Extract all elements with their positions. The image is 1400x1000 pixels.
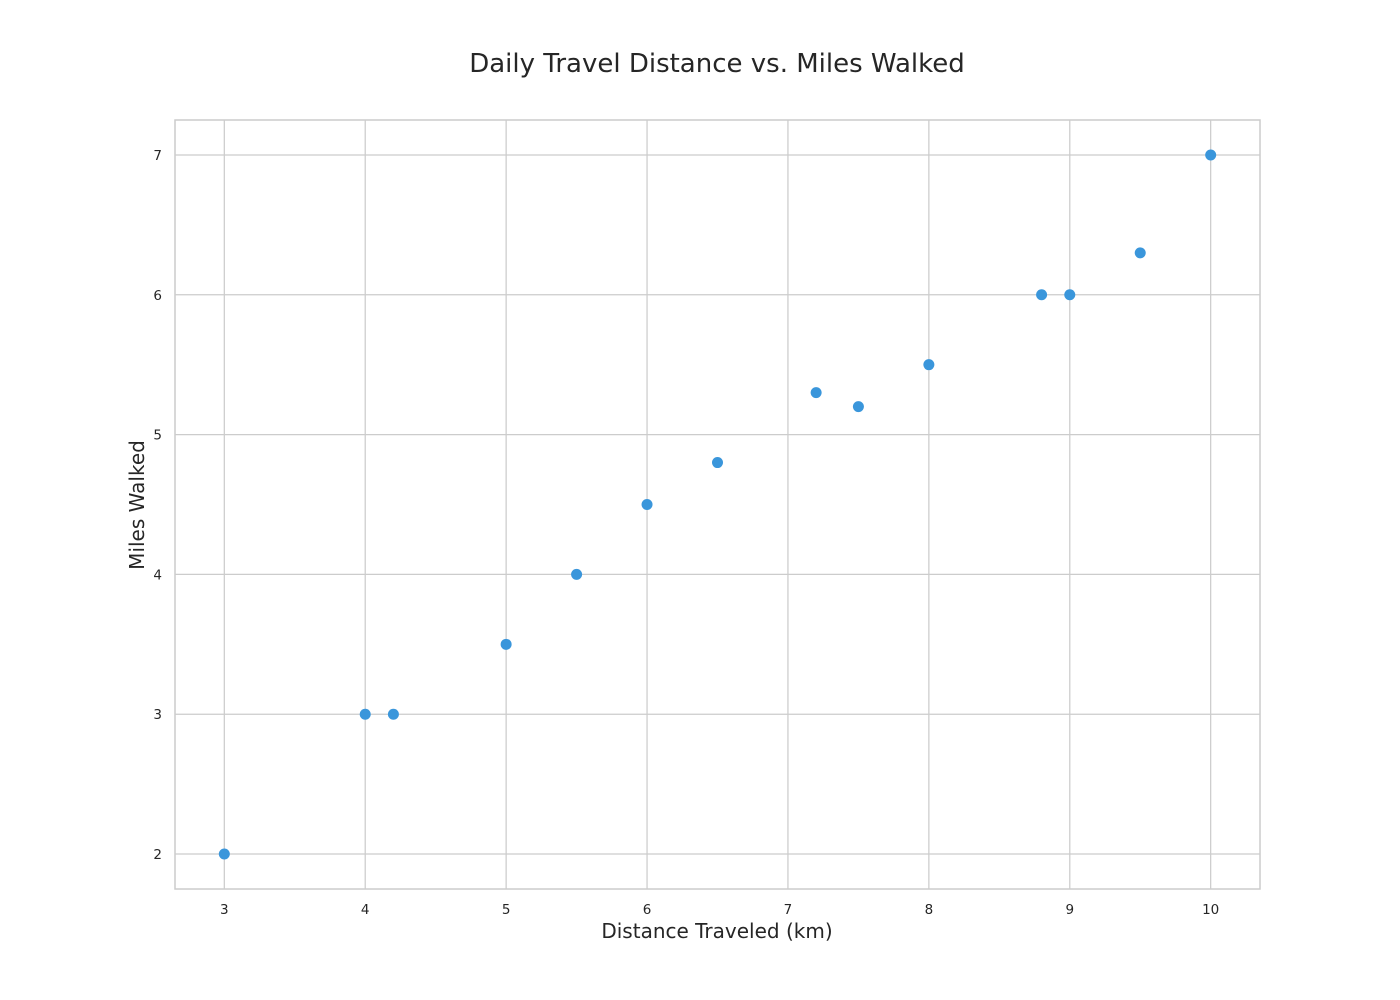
data-point bbox=[712, 457, 723, 469]
data-point bbox=[1064, 289, 1076, 301]
x-tick-label: 7 bbox=[784, 902, 793, 918]
y-tick-label: 2 bbox=[153, 847, 162, 863]
x-tick-label: 4 bbox=[361, 902, 370, 918]
data-point bbox=[500, 638, 512, 650]
data-point bbox=[1036, 289, 1048, 301]
data-point bbox=[1134, 247, 1146, 259]
data-point bbox=[359, 708, 371, 720]
data-point bbox=[218, 848, 230, 860]
x-tick-label: 6 bbox=[643, 902, 652, 918]
grid bbox=[175, 120, 1260, 889]
data-point bbox=[852, 401, 864, 413]
data-point bbox=[1205, 149, 1217, 161]
y-tick-label: 4 bbox=[153, 567, 162, 583]
data-point bbox=[387, 708, 399, 720]
data-point bbox=[571, 568, 583, 580]
x-tick-label: 9 bbox=[1065, 902, 1074, 918]
y-axis-label: Miles Walked bbox=[125, 440, 149, 570]
chart-title: Daily Travel Distance vs. Miles Walked bbox=[469, 49, 965, 79]
x-tick-label: 5 bbox=[502, 902, 511, 918]
y-tick-label: 3 bbox=[153, 707, 162, 723]
x-tick-label: 3 bbox=[220, 902, 229, 918]
x-axis-ticks: 3 4 5 6 7 8 9 10 bbox=[220, 902, 1219, 918]
data-point bbox=[923, 359, 935, 371]
data-points bbox=[218, 149, 1217, 860]
data-point bbox=[810, 387, 822, 399]
y-tick-label: 5 bbox=[153, 428, 162, 444]
y-axis-ticks: 2 3 4 5 6 7 bbox=[153, 148, 162, 863]
x-tick-label: 10 bbox=[1202, 902, 1219, 918]
y-tick-label: 7 bbox=[153, 148, 162, 164]
x-axis-label: Distance Traveled (km) bbox=[601, 919, 832, 943]
plot-area-frame bbox=[174, 119, 1261, 890]
y-tick-label: 6 bbox=[153, 288, 162, 304]
data-point bbox=[641, 499, 653, 510]
x-tick-label: 8 bbox=[925, 902, 934, 918]
